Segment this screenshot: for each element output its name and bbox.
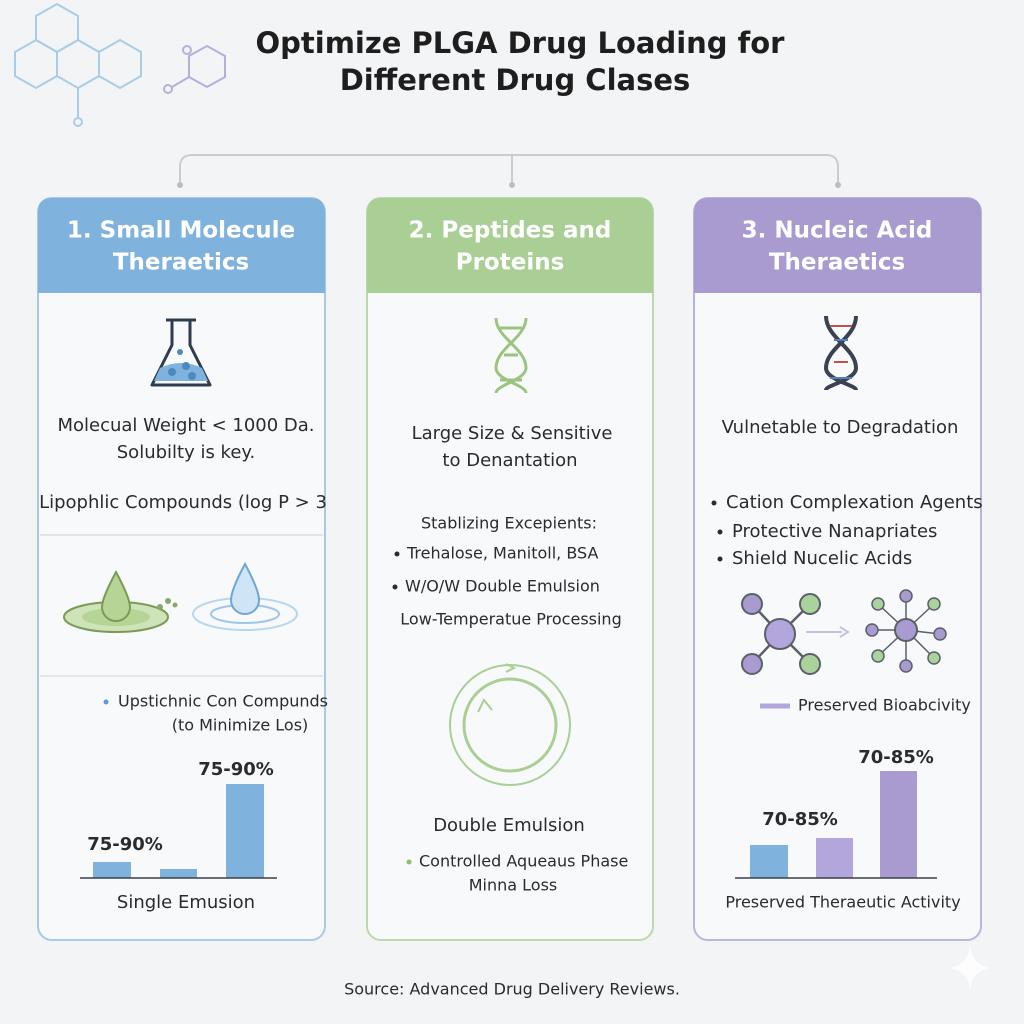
method: Double Emulsion — [433, 815, 585, 836]
cycle-icon — [449, 663, 571, 786]
bar-label: 75-90% — [198, 759, 274, 780]
description: Vulnetable to Degradation — [722, 417, 959, 438]
bullet — [711, 500, 717, 506]
description: Solubilty is key. — [117, 442, 255, 463]
flask-icon — [150, 318, 212, 387]
panel-heading: Theraetics — [769, 250, 905, 276]
droplet-icons — [63, 561, 298, 633]
note: (to Minimize Los) — [172, 716, 309, 735]
title: Optimize PLGA Drug Loading for — [256, 26, 786, 60]
bar-label: 70-85% — [762, 809, 838, 830]
title: Different Drug Clases — [340, 63, 691, 97]
network-icon — [741, 589, 947, 675]
method: Single Emusion — [117, 892, 255, 913]
bullet-text: Trehalose, Manitoll, BSA — [406, 544, 598, 563]
description: to Denantation — [442, 450, 577, 471]
bullet-text: Protective Nanapriates — [732, 521, 937, 542]
excipients-title: Stablizing Excepients: — [421, 514, 597, 533]
panel-header — [694, 198, 981, 293]
description: Large Size & Sensitive — [412, 423, 613, 444]
panel-heading: 1. Small Molecule — [67, 218, 295, 244]
bullet-text: Shield Nucelic Acids — [732, 548, 912, 569]
dna-icon — [823, 315, 859, 392]
bullet — [392, 584, 398, 590]
note: Minna Loss — [469, 876, 558, 895]
bar-label: 75-90% — [87, 834, 163, 855]
panel-heading: Proteins — [456, 250, 565, 276]
panel-header — [38, 198, 325, 293]
panel-heading: 3. Nucleic Acid — [742, 218, 933, 244]
bullet — [103, 699, 109, 705]
processing: Low-Temperatue Processing — [400, 610, 621, 629]
bullet — [717, 529, 723, 535]
bar-label: 70-85% — [858, 747, 934, 768]
panel-heading: 2. Peptides and — [409, 218, 612, 244]
description: Molecual Weight < 1000 Da. — [57, 415, 314, 436]
hexagon-decor — [14, 2, 226, 127]
bar-shape — [750, 845, 788, 878]
bullet — [394, 551, 400, 557]
source: Source: Advanced Drug Delivery Reviews. — [344, 980, 680, 999]
compounds: Lipophlic Compounds (log P > 3 — [39, 492, 327, 513]
legend: Preserved Bioabcivity — [798, 696, 971, 715]
bullet — [406, 859, 412, 865]
dna-icon — [494, 317, 528, 394]
bar-shapes — [93, 784, 264, 878]
bar-shape — [880, 771, 917, 878]
connector — [179, 154, 839, 183]
panel — [37, 197, 326, 941]
panel-header — [367, 198, 653, 293]
bullet-text: W/O/W Double Emulsion — [405, 577, 600, 596]
method: Preserved Theraeutic Activity — [725, 893, 960, 912]
connector-dot — [177, 182, 841, 188]
note: Controlled Aqueaus Phase — [419, 852, 628, 871]
sparkle-decor — [950, 945, 990, 990]
panel-heading: Theraetics — [113, 250, 249, 276]
note: Upstichnic Con Compunds — [118, 692, 328, 711]
bar-shape — [816, 838, 853, 878]
bullet — [717, 556, 723, 562]
bullet-text: Cation Complexation Agents — [726, 492, 983, 513]
